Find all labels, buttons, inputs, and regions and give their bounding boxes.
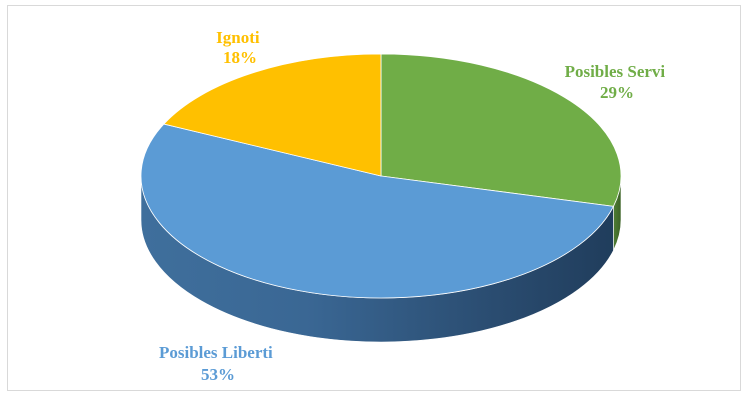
slice-percent-posibles-servi: 29%	[600, 83, 634, 102]
slice-label-posibles-servi: Posibles Servi 29%	[565, 62, 670, 102]
pie-slice-ignoti[interactable]	[163, 53, 382, 177]
slice-percent-posibles-liberti: 53%	[201, 365, 235, 384]
pie-slice-posibles-liberti[interactable]	[140, 123, 615, 299]
pie-tops	[140, 53, 622, 299]
slice-label-ignoti: Ignoti 18%	[216, 28, 264, 67]
slice-label-posibles-liberti: Posibles Liberti 53%	[159, 343, 277, 384]
slice-category-posibles-servi: Posibles Servi	[565, 62, 666, 81]
slice-percent-ignoti: 18%	[223, 48, 257, 67]
slice-category-posibles-liberti: Posibles Liberti	[159, 343, 273, 362]
pie-slice-posibles-servi[interactable]	[380, 53, 622, 207]
pie-labels: Posibles Servi 29% Posibles Liberti 53% …	[159, 28, 670, 384]
slice-category-ignoti: Ignoti	[216, 28, 260, 47]
